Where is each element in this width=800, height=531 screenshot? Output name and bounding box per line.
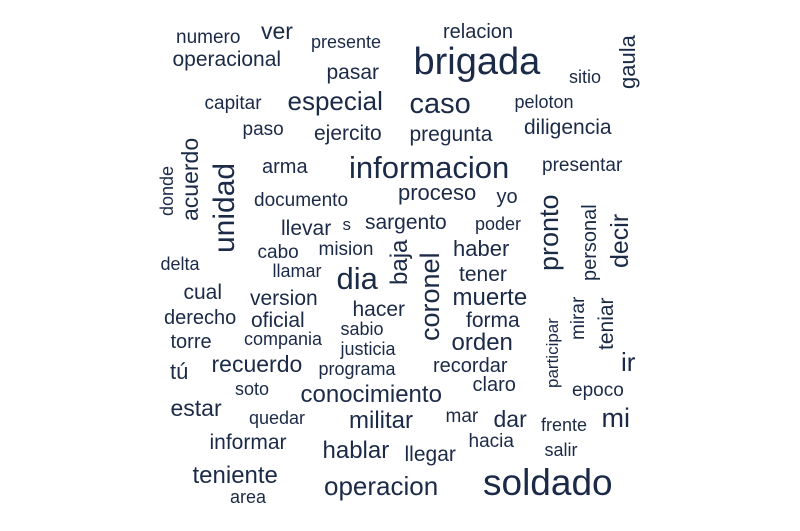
word-llevar: llevar xyxy=(281,216,332,240)
word-pronto: pronto xyxy=(533,193,564,271)
word-brigada: brigada xyxy=(413,41,541,83)
word-teniar: teniar xyxy=(594,296,618,350)
word-yo: yo xyxy=(496,186,518,208)
word-participar: participar xyxy=(542,318,562,388)
word-hacer: hacer xyxy=(352,297,406,321)
word-derecho: derecho xyxy=(164,307,237,329)
word-ejercito: ejercito xyxy=(314,121,382,145)
word-donde: donde xyxy=(157,165,177,216)
word-relacion: relacion xyxy=(443,21,514,43)
word-tener: tener xyxy=(459,262,507,286)
word-ir: ir xyxy=(621,347,636,377)
word-teniente: teniente xyxy=(192,462,278,489)
word-acuerdo: acuerdo xyxy=(176,137,203,221)
word-oficial: oficial xyxy=(251,308,305,332)
word-presentar: presentar xyxy=(542,154,623,176)
word-soldado: soldado xyxy=(483,461,613,503)
word-area: area xyxy=(230,487,267,507)
word-pasar: pasar xyxy=(326,60,380,84)
word-paso: paso xyxy=(242,118,284,140)
word-proceso: proceso xyxy=(398,180,477,205)
word-conocimiento: conocimiento xyxy=(300,381,442,408)
word-informacion: informacion xyxy=(349,149,510,185)
word-torre: torre xyxy=(170,331,212,353)
word-forma: forma xyxy=(466,308,520,332)
word-s: s xyxy=(342,214,352,234)
word-dar: dar xyxy=(493,405,527,432)
word-poder: poder xyxy=(475,214,522,234)
word-operacion: operacion xyxy=(324,471,439,501)
word-hablar: hablar xyxy=(322,437,390,464)
word-ver: ver xyxy=(261,17,293,44)
word-epoco: epoco xyxy=(572,379,624,401)
word-salir: salir xyxy=(544,440,578,460)
word-muerte: muerte xyxy=(452,284,528,311)
word-hacia: hacia xyxy=(468,430,514,452)
word-sabio: sabio xyxy=(340,319,384,339)
word-personal: personal xyxy=(579,203,601,281)
word-llegar: llegar xyxy=(404,442,456,466)
word-informar: informar xyxy=(209,430,287,454)
word-diligencia: diligencia xyxy=(524,115,612,139)
word-capitar: capitar xyxy=(204,92,262,114)
word-recordar: recordar xyxy=(433,355,508,377)
word-mi: mi xyxy=(601,402,631,433)
word-estar: estar xyxy=(170,394,222,421)
word-documento: documento xyxy=(254,189,349,211)
word-militar: militar xyxy=(349,407,413,434)
word-quedar: quedar xyxy=(249,408,306,428)
word-compania: compania xyxy=(244,329,323,349)
word-cabo: cabo xyxy=(257,241,299,263)
word-dia: dia xyxy=(336,260,378,296)
word-decir: decir xyxy=(605,213,634,268)
word-mirar: mirar xyxy=(567,296,589,340)
word-tu: tú xyxy=(170,359,189,384)
word-operacional: operacional xyxy=(172,47,282,71)
word-cual: cual xyxy=(183,280,223,304)
word-unidad: unidad xyxy=(208,162,241,253)
word-presente: presente xyxy=(311,32,382,52)
word-haber: haber xyxy=(453,236,510,261)
word-mision: mision xyxy=(318,238,374,260)
word-sitio: sitio xyxy=(569,67,602,87)
word-mar: mar xyxy=(445,405,479,427)
word-claro: claro xyxy=(472,374,516,396)
word-especial: especial xyxy=(287,86,383,116)
word-caso: caso xyxy=(409,87,471,120)
word-recuerdo: recuerdo xyxy=(211,350,303,377)
word-programa: programa xyxy=(318,359,396,379)
word-llamar: llamar xyxy=(272,261,322,281)
word-delta: delta xyxy=(160,254,200,274)
word-justicia: justicia xyxy=(340,339,396,359)
word-sargento: sargento xyxy=(365,210,447,234)
word-pregunta: pregunta xyxy=(409,122,493,146)
word-peloton: peloton xyxy=(514,92,574,112)
word-baja: baja xyxy=(386,239,413,285)
word-frente: frente xyxy=(541,415,588,435)
word-arma: arma xyxy=(262,156,308,178)
word-numero: numero xyxy=(176,26,241,48)
word-gaula: gaula xyxy=(615,35,640,89)
word-soto: soto xyxy=(235,379,270,399)
word-version: version xyxy=(250,286,318,310)
word-coronel: coronel xyxy=(414,251,445,341)
word-orden: orden xyxy=(451,329,513,356)
